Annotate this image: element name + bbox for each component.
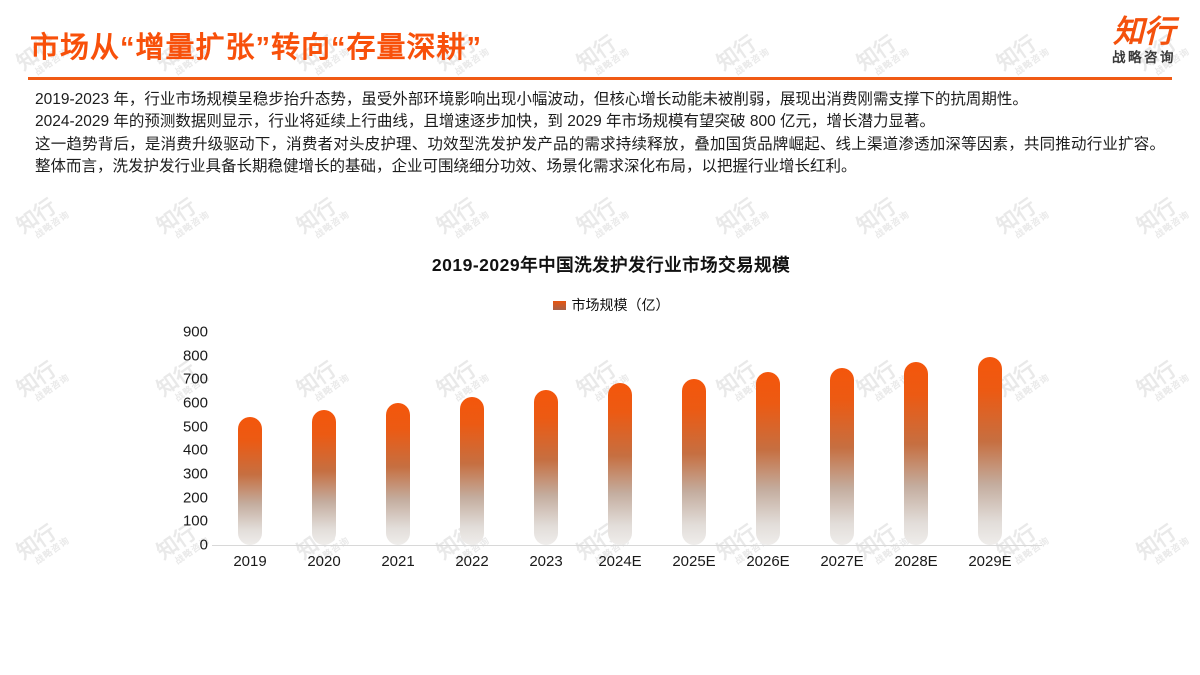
legend-label: 市场规模（亿） bbox=[571, 297, 670, 313]
x-axis-labels: 2019 2020 2021 2022 2023 2024E 2025E 2026E 2027E… bbox=[212, 553, 1042, 570]
body-text: 2019-2023 年，行业市场规模呈稳步抬升态势，虽受外部环境影响出现小幅波动… bbox=[35, 89, 1165, 179]
page-title: 市场从“增量扩张”转向“存量深耕” bbox=[30, 32, 483, 64]
chart-title: 2019-2029年中国洗发护发行业市场交易规模 bbox=[431, 255, 791, 275]
legend-swatch-icon bbox=[552, 300, 566, 310]
y-tick-label: 900 bbox=[182, 323, 208, 341]
x-tick-label: 2025E bbox=[672, 553, 716, 570]
y-tick-label: 0 bbox=[199, 536, 208, 554]
x-tick-label: 2027E bbox=[820, 553, 864, 570]
x-tick-label: 2028E bbox=[894, 553, 938, 570]
paragraph-3: 这一趋势背后，是消费升级驱动下，消费者对头皮护理、功效型洗发护发产品的需求持续释… bbox=[35, 135, 1165, 176]
bar bbox=[978, 356, 1002, 545]
bar-chart: 2019-2029年中国洗发护发行业市场交易规模 市场规模（亿） 0 100 200… bbox=[180, 252, 1042, 580]
y-tick-label: 200 bbox=[182, 489, 208, 507]
y-tick-label: 800 bbox=[182, 347, 208, 365]
x-tick-label: 2019 bbox=[233, 553, 267, 570]
title-divider bbox=[28, 77, 1172, 80]
bar bbox=[682, 379, 706, 545]
bar bbox=[904, 361, 928, 545]
x-tick-label: 2029E bbox=[968, 553, 1012, 570]
brand-logo: 知行 战略咨询 bbox=[1112, 16, 1176, 65]
bar bbox=[756, 372, 780, 545]
bar bbox=[534, 389, 558, 545]
y-axis: 0 100 200 300 400 500 600 700 800 900 bbox=[180, 324, 208, 554]
x-tick-label: 2020 bbox=[307, 553, 341, 570]
x-tick-label: 2022 bbox=[455, 553, 489, 570]
brand-logo-subtitle: 战略咨询 bbox=[1112, 50, 1176, 65]
bar bbox=[460, 397, 484, 545]
chart-legend: 市场规模（亿） bbox=[180, 295, 1042, 315]
x-tick-label: 2024E bbox=[598, 553, 642, 570]
bar bbox=[312, 410, 336, 545]
y-tick-label: 500 bbox=[182, 418, 208, 436]
paragraph-2: 2024-2029 年的预测数据则显示，行业将延续上行曲线，且增速逐步加快，到 … bbox=[35, 113, 936, 131]
y-tick-label: 300 bbox=[182, 465, 208, 483]
bar bbox=[238, 417, 262, 545]
y-tick-label: 100 bbox=[182, 512, 208, 530]
x-tick-label: 2026E bbox=[746, 553, 790, 570]
paragraph-1: 2019-2023 年，行业市场规模呈稳步抬升态势，虽受外部环境影响出现小幅波动… bbox=[35, 91, 1028, 108]
y-tick-label: 600 bbox=[182, 394, 208, 412]
x-tick-label: 2023 bbox=[529, 553, 563, 570]
y-tick-label: 400 bbox=[182, 441, 208, 459]
plot-wrap: 0 100 200 300 400 500 600 700 800 900 2019 2020 202… bbox=[180, 324, 1042, 580]
bar bbox=[386, 403, 410, 545]
bar bbox=[830, 367, 854, 545]
x-tick-label: 2021 bbox=[381, 553, 415, 570]
y-tick-label: 700 bbox=[182, 370, 208, 388]
bar bbox=[608, 382, 632, 545]
plot-area bbox=[212, 332, 1042, 546]
brand-logo-name: 知行 bbox=[1113, 14, 1175, 49]
